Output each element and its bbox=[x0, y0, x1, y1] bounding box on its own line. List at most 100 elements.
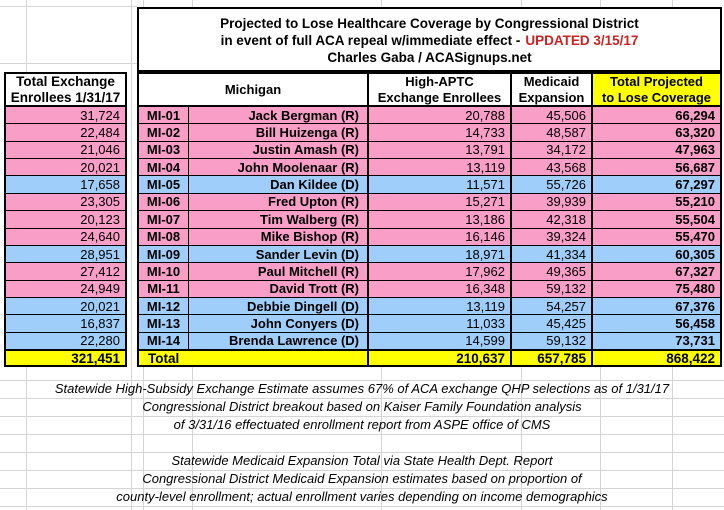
aptc-enrollees-cell[interactable]: 11,033 bbox=[367, 315, 510, 332]
total-projected-cell[interactable]: 56,458 bbox=[591, 315, 720, 332]
total-projected-cell[interactable]: 55,210 bbox=[591, 193, 720, 211]
aptc-enrollees-cell[interactable]: 14,733 bbox=[367, 124, 510, 141]
total-row-label[interactable]: Total bbox=[148, 350, 180, 366]
rep-name-cell[interactable]: John Moolenaar (R) bbox=[188, 159, 367, 176]
exchange-enrollees-cell[interactable]: 24,949 bbox=[6, 279, 125, 297]
rep-name-cell[interactable]: Dan Kildee (D) bbox=[188, 176, 367, 193]
aptc-enrollees-cell[interactable]: 13,186 bbox=[367, 211, 510, 228]
total-projected-cell[interactable]: 73,731 bbox=[591, 332, 720, 350]
aptc-header-cell[interactable]: High-APTC Exchange Enrollees bbox=[367, 74, 510, 105]
district-cell[interactable]: MI-01 bbox=[146, 107, 181, 123]
aptc-enrollees-cell[interactable]: 20,788 bbox=[367, 107, 510, 124]
footnote-line[interactable]: Congressional District Medicaid Expansio… bbox=[142, 471, 582, 486]
district-cell[interactable]: MI-08 bbox=[146, 229, 181, 245]
district-cell[interactable]: MI-07 bbox=[146, 211, 181, 227]
aptc-enrollees-cell[interactable]: 14,599 bbox=[367, 332, 510, 350]
medicaid-expansion-cell[interactable]: 34,172 bbox=[510, 141, 591, 159]
total-projected-cell[interactable]: 55,470 bbox=[591, 228, 720, 245]
footnote-line[interactable]: of 3/31/16 effectuated enrollment report… bbox=[173, 417, 551, 432]
district-cell[interactable]: MI-11 bbox=[147, 281, 180, 297]
footnote-line[interactable]: Statewide High-Subsidy Exchange Estimate… bbox=[54, 381, 670, 396]
aptc-total-cell[interactable]: 210,637 bbox=[367, 351, 510, 366]
exchange-enrollees-cell[interactable]: 20,021 bbox=[6, 296, 125, 315]
left-column-header[interactable]: Total Exchange Enrollees 1/31/17 bbox=[4, 72, 127, 107]
footnote-line[interactable]: Congressional District breakout based on… bbox=[142, 399, 582, 414]
total-projected-cell[interactable]: 67,376 bbox=[591, 297, 720, 315]
exchange-enrollees-cell[interactable]: 24,640 bbox=[6, 227, 125, 245]
medicaid-expansion-cell[interactable]: 59,132 bbox=[510, 280, 591, 297]
district-cell[interactable]: MI-05 bbox=[146, 177, 181, 193]
aptc-enrollees-cell[interactable]: 16,146 bbox=[367, 228, 510, 245]
rep-name-cell[interactable]: Brenda Lawrence (D) bbox=[188, 332, 367, 350]
medicaid-expansion-cell[interactable]: 49,365 bbox=[510, 263, 591, 280]
district-cell[interactable]: MI-03 bbox=[146, 142, 181, 158]
exchange-enrollees-cell[interactable]: 28,951 bbox=[6, 244, 125, 263]
rep-name-cell[interactable]: Debbie Dingell (D) bbox=[188, 297, 367, 315]
rep-name-cell[interactable]: David Trott (R) bbox=[188, 280, 367, 297]
exchange-enrollees-cell[interactable]: 21,046 bbox=[6, 140, 125, 159]
grand-total-cell[interactable]: 868,422 bbox=[591, 351, 720, 366]
exchange-enrollees-cell[interactable]: 31,724 bbox=[6, 107, 125, 124]
total-projected-cell[interactable]: 60,305 bbox=[591, 245, 720, 263]
rep-name-cell[interactable]: Tim Walberg (R) bbox=[188, 211, 367, 228]
medicaid-expansion-cell[interactable]: 43,568 bbox=[510, 159, 591, 176]
medicaid-expansion-cell[interactable]: 42,318 bbox=[510, 211, 591, 228]
total-projected-cell[interactable]: 66,294 bbox=[591, 107, 720, 124]
rep-name-cell[interactable]: Justin Amash (R) bbox=[188, 141, 367, 159]
exchange-enrollees-cell[interactable]: 23,305 bbox=[6, 192, 125, 211]
aptc-enrollees-cell[interactable]: 13,791 bbox=[367, 141, 510, 159]
total-projected-cell[interactable]: 75,480 bbox=[591, 280, 720, 297]
district-cell[interactable]: MI-06 bbox=[146, 194, 181, 210]
medicaid-expansion-cell[interactable]: 45,506 bbox=[510, 107, 591, 124]
exchange-enrollees-cell[interactable]: 20,123 bbox=[6, 210, 125, 228]
aptc-enrollees-cell[interactable]: 13,119 bbox=[367, 297, 510, 315]
exchange-total-cell[interactable]: 321,451 bbox=[4, 349, 127, 367]
rep-name-cell[interactable]: John Conyers (D) bbox=[188, 315, 367, 332]
medicaid-header-cell[interactable]: Medicaid Expansion bbox=[510, 74, 591, 105]
medicaid-expansion-cell[interactable]: 48,587 bbox=[510, 124, 591, 141]
total-projected-cell[interactable]: 67,327 bbox=[591, 263, 720, 280]
medicaid-expansion-cell[interactable]: 39,939 bbox=[510, 193, 591, 211]
district-cell[interactable]: MI-09 bbox=[146, 246, 181, 262]
rep-name-cell[interactable]: Mike Bishop (R) bbox=[188, 228, 367, 245]
medicaid-expansion-cell[interactable]: 55,726 bbox=[510, 176, 591, 193]
district-cell[interactable]: MI-10 bbox=[146, 263, 181, 279]
total-header-cell[interactable]: Total Projected to Lose Coverage bbox=[591, 74, 720, 105]
rep-name-cell[interactable]: Sander Levin (D) bbox=[188, 245, 367, 263]
exchange-enrollees-cell[interactable]: 27,412 bbox=[6, 262, 125, 280]
aptc-enrollees-cell[interactable]: 18,971 bbox=[367, 245, 510, 263]
exchange-enrollees-cell[interactable]: 17,658 bbox=[6, 175, 125, 193]
medicaid-expansion-cell[interactable]: 45,425 bbox=[510, 315, 591, 332]
aptc-enrollees-cell[interactable]: 16,348 bbox=[367, 280, 510, 297]
total-projected-cell[interactable]: 47,963 bbox=[591, 141, 720, 159]
total-projected-cell[interactable]: 63,320 bbox=[591, 124, 720, 141]
exchange-enrollees-cell[interactable]: 20,021 bbox=[6, 158, 125, 176]
exchange-enrollees-cell[interactable]: 16,837 bbox=[6, 314, 125, 332]
exchange-enrollees-cell[interactable]: 22,280 bbox=[6, 331, 125, 350]
rep-name-cell[interactable]: Bill Huizenga (R) bbox=[188, 124, 367, 141]
total-projected-cell[interactable]: 67,297 bbox=[591, 176, 720, 193]
aptc-enrollees-cell[interactable]: 15,271 bbox=[367, 193, 510, 211]
medicaid-expansion-cell[interactable]: 39,324 bbox=[510, 228, 591, 245]
aptc-enrollees-cell[interactable]: 11,571 bbox=[367, 176, 510, 193]
aptc-enrollees-cell[interactable]: 13,119 bbox=[367, 159, 510, 176]
state-header-cell[interactable]: Michigan bbox=[224, 81, 282, 97]
district-cell[interactable]: MI-04 bbox=[146, 159, 181, 175]
total-projected-cell[interactable]: 56,687 bbox=[591, 159, 720, 176]
aptc-enrollees-cell[interactable]: 17,962 bbox=[367, 263, 510, 280]
total-projected-cell[interactable]: 55,504 bbox=[591, 211, 720, 228]
medicaid-expansion-cell[interactable]: 59,132 bbox=[510, 332, 591, 350]
medicaid-total-cell[interactable]: 657,785 bbox=[510, 351, 591, 366]
rep-name-cell[interactable]: Fred Upton (R) bbox=[188, 193, 367, 211]
exchange-enrollees-cell[interactable]: 22,484 bbox=[6, 123, 125, 141]
district-cell[interactable]: MI-13 bbox=[146, 315, 181, 331]
footnote-line[interactable]: county-level enrollment; actual enrollme… bbox=[116, 489, 608, 504]
district-cell[interactable]: MI-12 bbox=[146, 298, 181, 314]
footnote-line[interactable]: Statewide Medicaid Expansion Total via S… bbox=[171, 453, 553, 468]
title-block[interactable]: Projected to Lose Healthcare Coverage by… bbox=[137, 7, 722, 72]
district-cell[interactable]: MI-14 bbox=[146, 333, 181, 349]
medicaid-expansion-cell[interactable]: 41,334 bbox=[510, 245, 591, 263]
district-cell[interactable]: MI-02 bbox=[146, 125, 181, 141]
rep-name-cell[interactable]: Paul Mitchell (R) bbox=[188, 263, 367, 280]
rep-name-cell[interactable]: Jack Bergman (R) bbox=[188, 107, 367, 124]
